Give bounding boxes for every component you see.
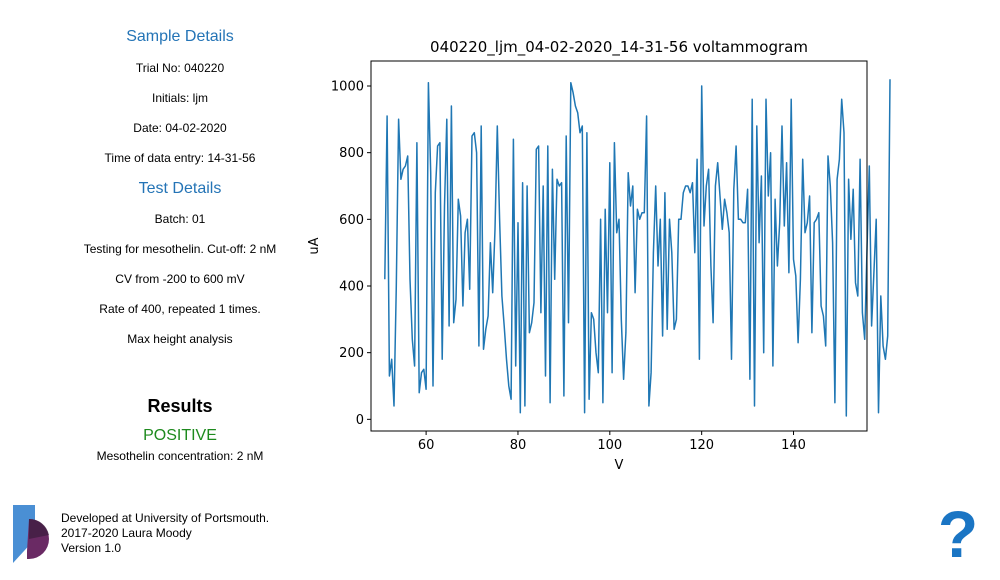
analysis-type: Max height analysis [127,332,233,346]
x-tick-label: 120 [689,438,714,453]
x-tick-label: 80 [510,438,527,453]
trial-number: Trial No: 040220 [135,61,225,75]
concentration: Mesothelin concentration: 2 nM [96,449,264,463]
y-tick-label: 600 [339,213,364,228]
chart-title: 040220_ljm_04-02-2020_14-31-56 voltammog… [430,38,808,57]
plot-frame [370,60,868,432]
footer-credits: Developed at University of Portsmouth. 2… [61,511,269,556]
question-mark-icon[interactable]: ? [937,497,979,571]
results-heading: Results [147,396,213,416]
y-tick-label: 800 [339,146,364,161]
result-status: POSITIVE [143,427,217,444]
footer-line-version: Version 1.0 [61,541,122,555]
y-tick-label: 1000 [331,80,364,95]
x-tick-label: 60 [418,438,435,453]
footer-line-developed: Developed at University of Portsmouth. [61,511,270,525]
x-tick-label: 140 [781,438,806,453]
x-axis-label: V [615,458,624,473]
y-axis-label: uA [307,237,322,254]
test-details-heading: Test Details [138,180,222,197]
university-of-portsmouth-logo-icon [13,505,49,563]
x-tick-label: 100 [597,438,622,453]
cv-range: CV from -200 to 600 mV [115,272,245,286]
y-tick-label: 400 [339,280,364,295]
sample-details-heading: Sample Details [126,28,234,45]
testing-for: Testing for mesothelin. Cut-off: 2 nM [83,242,277,256]
date: Date: 04-02-2020 [133,121,227,135]
rate: Rate of 400, repeated 1 times. [99,302,261,316]
y-tick-label: 0 [356,413,364,428]
series-line [384,79,891,417]
time-of-entry: Time of data entry: 14-31-56 [104,151,256,165]
batch: Batch: 01 [154,212,206,226]
footer-line-copyright: 2017-2020 Laura Moody [61,526,192,540]
y-tick-label: 200 [339,346,364,361]
initials: Initials: ljm [151,91,208,105]
voltammogram-chart: 040220_ljm_04-02-2020_14-31-56 voltammog… [307,38,891,473]
